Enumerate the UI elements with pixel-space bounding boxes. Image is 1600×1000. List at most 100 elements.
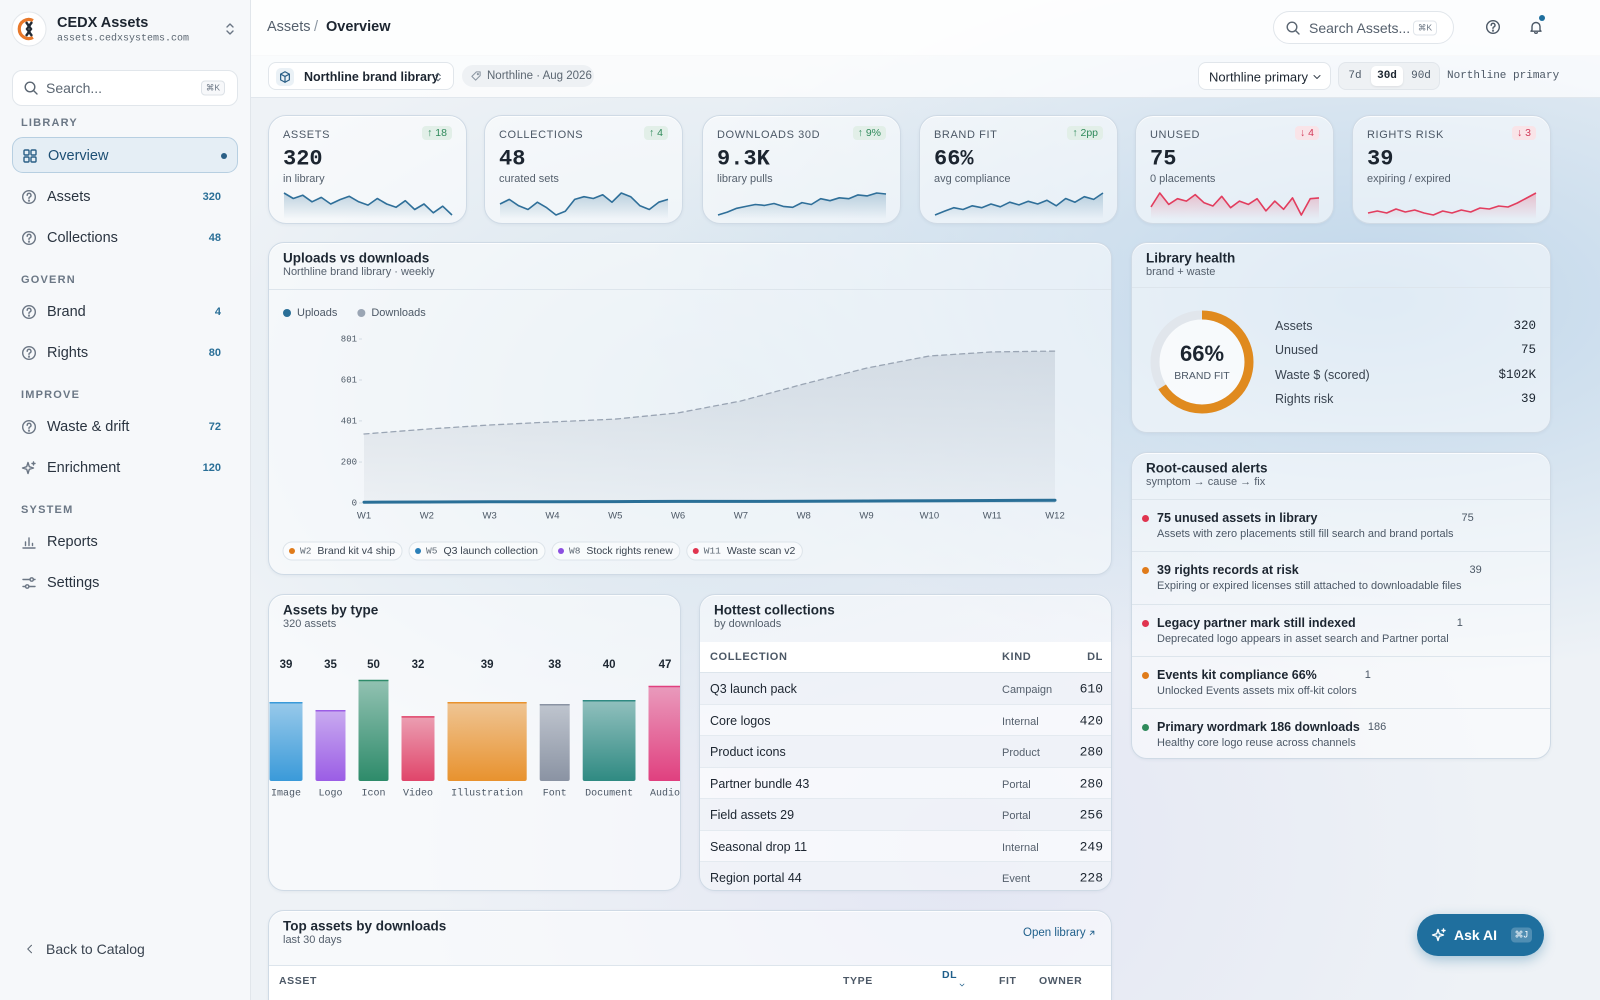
table-header: COLLECTION KIND DL (700, 642, 1111, 673)
card-subtitle: by downloads (714, 618, 782, 630)
x-tick-label: Video (403, 788, 433, 800)
legend-label: Downloads (371, 307, 426, 319)
range-button[interactable]: 30d (1371, 66, 1403, 86)
sparkline-line (283, 192, 453, 216)
table-row[interactable]: Core logos Internal 420 (700, 704, 1111, 736)
event-chip: W2 Brand kit v4 ship (282, 541, 403, 561)
x-tick-label: Font (543, 789, 567, 800)
event-chip: W8 Stock rights renew (551, 541, 681, 561)
icon-shape (1490, 22, 1496, 30)
x-tick-label: W3 (483, 511, 497, 522)
icon (435, 72, 441, 82)
nav-item[interactable]: Waste & drift 72 (12, 409, 238, 445)
open-library-link[interactable]: Open library (1017, 923, 1099, 943)
event-week: W5 (426, 546, 438, 557)
icon-shape (1485, 19, 1501, 35)
alert-desc: Expiring or expired licenses still attac… (1157, 580, 1462, 593)
y-tick-label: 601 (341, 375, 357, 385)
kpi-value: 9.3K (717, 146, 770, 172)
notifications-button[interactable] (1526, 15, 1546, 37)
chip-bg (282, 541, 403, 561)
alert-dot (1142, 671, 1149, 679)
y-tick-label: 0 (352, 498, 357, 508)
icon-shape (29, 577, 35, 582)
nav-item[interactable]: Reports (12, 524, 238, 560)
icon (22, 536, 36, 549)
table-row[interactable]: Product icons Product 280 (700, 736, 1111, 768)
kbd: ⌘K (200, 80, 225, 96)
icon-shape (226, 23, 234, 35)
alert-item[interactable]: 39 rights records at risk Expiring or exp… (1132, 551, 1550, 603)
table-row[interactable]: Partner bundle 43 Portal 280 (700, 767, 1111, 799)
library-name: Northline brand library (304, 70, 439, 84)
cell-kind: Portal (1002, 778, 1031, 791)
back-link[interactable]: Back to Catalog (18, 936, 178, 962)
bar-chart: 39 Image 35 Logo 50 Icon 32 Video 39 Illustration… (269, 659, 680, 800)
library-select[interactable]: Northline brand library (268, 62, 454, 90)
series-area (364, 351, 1055, 503)
x-tick-label: W9 (859, 511, 873, 522)
nav-item[interactable]: Collections 48 (12, 220, 238, 256)
table-row[interactable]: Seasonal drop 11 Internal 249 (700, 830, 1111, 862)
series-line (362, 498, 1057, 504)
sparkline (1367, 192, 1537, 219)
legend-swatch (283, 309, 291, 317)
x-tick-label: Logo (318, 789, 342, 800)
sparkline (1150, 192, 1320, 219)
donut-label: BRAND FIT (1174, 370, 1230, 382)
nav-item[interactable]: Assets 320 (12, 179, 238, 215)
alert-desc: Healthy core logo reuse across channels (1157, 737, 1356, 750)
nav-item[interactable]: Rights 80 (12, 335, 238, 371)
bar-value-label: 32 (412, 659, 425, 671)
range-button[interactable]: 90d (1405, 66, 1437, 86)
event-dot (558, 548, 564, 554)
icon-shape (26, 192, 32, 199)
kbd: ⌘K (1412, 20, 1437, 36)
nav-item[interactable]: Overview (12, 137, 238, 173)
kpi-card: DOWNLOADS 30D ↑ 9% 9.3K library pulls (702, 115, 901, 224)
icon-shape (21, 304, 37, 319)
icon (21, 461, 36, 475)
cell-collection: Field assets 29 (710, 808, 795, 822)
nav-item[interactable]: Brand 4 (12, 294, 238, 330)
nav-section-title: SYSTEM (21, 503, 74, 516)
range-label: 90d (1411, 70, 1431, 82)
alert-item[interactable]: Legacy partner mark still indexed Depreca… (1132, 603, 1550, 656)
alert-body: Events kit compliance 66% Unlocked Events… (1157, 667, 1371, 699)
alert-item[interactable]: Events kit compliance 66% Unlocked Events… (1132, 655, 1550, 708)
alert-body: Primary wordmark 186 downloads Healthy co… (1157, 719, 1386, 751)
x-tick-label: W2 (420, 511, 434, 522)
event-dot (289, 548, 295, 554)
icon (1286, 21, 1300, 35)
alert-count: 39 (1469, 564, 1482, 577)
help-button[interactable] (1483, 17, 1503, 37)
global-search[interactable]: Search Assets... ⌘K (1273, 11, 1454, 44)
kpi-card: COLLECTIONS ↑ 4 48 curated sets (484, 115, 683, 224)
event-week: W2 (300, 546, 312, 557)
table-row[interactable]: Q3 launch pack Campaign 610 (700, 673, 1111, 705)
alert-count: 1 (1364, 668, 1371, 681)
kpi-value: 48 (499, 146, 526, 172)
crumb: Assets (267, 19, 311, 35)
donut-arc (1150, 310, 1254, 414)
nav-item[interactable]: Settings (12, 565, 238, 601)
alert-count: 75 (1461, 512, 1474, 524)
card-subtitle: symptom → cause → fix (1146, 476, 1266, 488)
x-tick-label: Icon (361, 789, 385, 800)
sidebar-search[interactable]: Search... ⌘K (12, 70, 238, 106)
kpi-delta: ↑ 9% (852, 126, 886, 140)
icon (959, 983, 965, 987)
alert-item[interactable]: 75 unused assets in library Assets with z… (1132, 499, 1550, 551)
logo (11, 11, 47, 47)
nav-count: 4 (214, 305, 221, 318)
alert-item[interactable]: Primary wordmark 186 downloads Healthy co… (1132, 708, 1550, 758)
icon-shape (27, 314, 31, 317)
ask-ai-button[interactable]: Ask AI ⌘J (1417, 914, 1544, 956)
table-row[interactable]: Region portal 44 Event 228 (700, 862, 1111, 890)
view-select[interactable]: Northline primary (1198, 62, 1331, 90)
nav-label: Waste & drift (47, 418, 130, 435)
nav-item[interactable]: Enrichment 120 (12, 450, 238, 486)
range-button[interactable]: 7d (1343, 66, 1367, 86)
table-row[interactable]: Field assets 29 Portal 256 (700, 799, 1111, 831)
icon-shape (1441, 928, 1446, 933)
